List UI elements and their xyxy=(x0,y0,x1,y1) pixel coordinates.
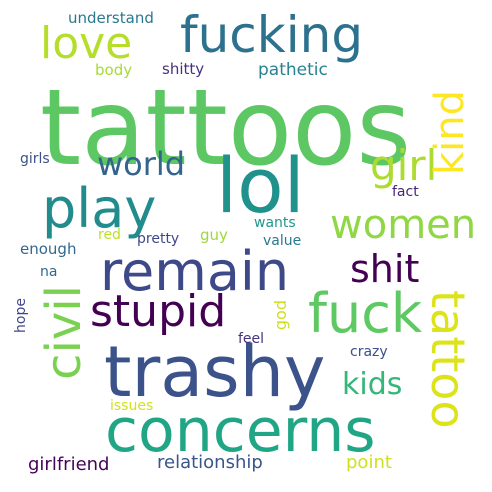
word-fucking: fucking xyxy=(180,6,364,64)
word-pretty: pretty xyxy=(137,231,180,247)
word-feel: feel xyxy=(238,331,265,347)
word-kids: kids xyxy=(342,367,403,402)
word-crazy: crazy xyxy=(350,344,388,360)
word-god: god xyxy=(271,300,290,331)
word-enough: enough xyxy=(20,240,77,258)
word-shit: shit xyxy=(350,247,420,291)
word-remain: remain xyxy=(100,240,290,303)
word-tattoo: tattoo xyxy=(421,290,475,429)
word-point: point xyxy=(346,452,392,473)
word-hope: hope xyxy=(13,298,29,333)
word-girlfriend: girlfriend xyxy=(28,454,110,475)
word-trashy: trashy xyxy=(104,331,326,413)
word-fuck: fuck xyxy=(308,282,423,345)
word-civil: civil xyxy=(36,285,92,380)
word-girls: girls xyxy=(20,151,50,167)
word-women: women xyxy=(330,202,477,248)
word-stupid: stupid xyxy=(90,286,227,337)
word-girl: girl xyxy=(370,141,438,190)
word-pathetic: pathetic xyxy=(258,60,328,80)
word-guy: guy xyxy=(200,226,228,244)
word-tattoos: tattoos xyxy=(40,67,412,189)
word-wants: wants xyxy=(254,215,296,231)
word-fact: fact xyxy=(392,184,419,200)
word-na: na xyxy=(40,264,58,280)
word-love: love xyxy=(40,18,133,69)
word-issues: issues xyxy=(110,398,154,414)
word-value: value xyxy=(263,233,302,249)
word-understand: understand xyxy=(68,9,154,27)
word-body: body xyxy=(95,61,133,79)
word-red: red xyxy=(98,227,121,243)
word-relationship: relationship xyxy=(157,452,263,473)
word-kind: kind xyxy=(427,90,473,176)
word-lol: lol xyxy=(216,141,305,230)
word-concerns: concerns xyxy=(105,396,376,466)
word-play: play xyxy=(42,177,157,240)
word-shitty: shitty xyxy=(162,60,205,78)
word-world: world xyxy=(97,145,186,183)
